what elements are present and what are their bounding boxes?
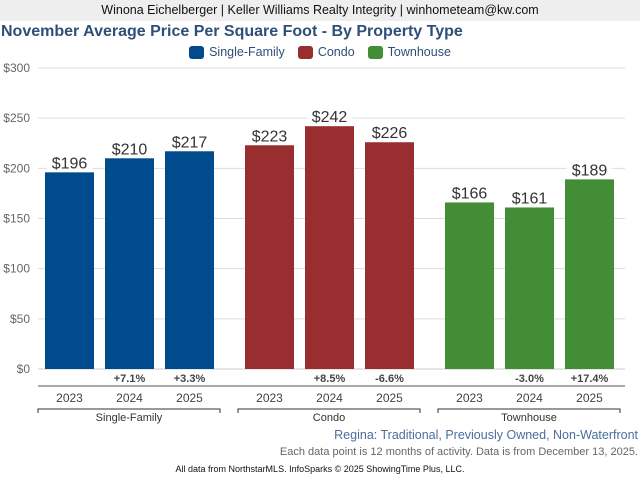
- value-label: $196: [52, 155, 88, 172]
- value-label-bg: [366, 122, 413, 142]
- value-label: $189: [572, 162, 608, 179]
- bar: [105, 158, 154, 369]
- value-label-bg: [506, 187, 553, 207]
- y-tick-label: $200: [3, 161, 30, 175]
- value-label: $223: [252, 128, 288, 145]
- x-tick-label: 2023: [456, 391, 483, 405]
- legend-swatch-townhouse: [367, 45, 383, 59]
- data-note: Each data point is 12 months of activity…: [279, 446, 638, 458]
- bar: [45, 172, 94, 369]
- value-label-bg: [46, 152, 93, 172]
- value-label: $226: [372, 125, 408, 142]
- bar: [305, 126, 354, 370]
- value-label: $217: [172, 134, 208, 151]
- value-label: $210: [112, 141, 148, 158]
- y-tick-label: $150: [3, 212, 30, 226]
- value-label-bg: [306, 106, 353, 126]
- chart-subtitle: Regina: Traditional, Previously Owned, N…: [334, 428, 638, 442]
- agent-header-bar: Winona Eichelberger | Keller Williams Re…: [0, 0, 640, 21]
- value-label-bg: [106, 138, 153, 158]
- pct-change-label: -3.0%: [515, 373, 544, 385]
- pct-change-label: +17.4%: [571, 373, 609, 385]
- legend-label: Townhouse: [387, 45, 451, 59]
- legend-swatch-condo: [297, 45, 313, 59]
- value-label-bg: [246, 125, 293, 145]
- group-bracket: [37, 408, 221, 413]
- x-tick-label: 2023: [256, 391, 283, 405]
- pct-change-label: +7.1%: [114, 373, 146, 385]
- pct-change-label: +3.3%: [174, 373, 206, 385]
- value-label-bg: [566, 159, 613, 179]
- pct-change-label: +8.5%: [314, 373, 346, 385]
- y-tick-label: $0: [17, 362, 31, 376]
- bar: [365, 142, 414, 369]
- legend-label: Condo: [317, 45, 355, 59]
- y-tick-label: $100: [3, 262, 30, 276]
- bar: [165, 151, 214, 369]
- group-bracket: [237, 408, 421, 413]
- group-label: Townhouse: [501, 412, 557, 424]
- footer-credit: All data from NorthstarMLS. InfoSparks ©…: [175, 464, 465, 474]
- value-label: $161: [512, 190, 548, 207]
- x-tick-label: 2024: [516, 391, 543, 405]
- bar: [505, 207, 554, 369]
- legend-item-townhouse[interactable]: Townhouse: [367, 45, 451, 59]
- value-label-bg: [446, 182, 493, 202]
- chart-title: November Average Price Per Square Foot -…: [1, 23, 463, 40]
- x-tick-label: 2025: [176, 391, 203, 405]
- y-tick-label: $250: [3, 111, 30, 125]
- legend-label: Single-Family: [209, 45, 285, 59]
- x-tick-label: 2025: [576, 391, 603, 405]
- group-bracket: [437, 408, 621, 413]
- value-label-bg: [166, 131, 213, 151]
- group-label: Single-Family: [96, 412, 163, 424]
- value-label: $242: [312, 109, 348, 126]
- bar: [245, 145, 294, 369]
- bar: [565, 179, 614, 369]
- y-tick-label: $50: [10, 312, 30, 326]
- x-tick-label: 2025: [376, 391, 403, 405]
- pct-change-label: -6.6%: [375, 373, 404, 385]
- x-tick-label: 2024: [116, 391, 143, 405]
- x-tick-label: 2023: [56, 391, 83, 405]
- x-tick-label: 2024: [316, 391, 343, 405]
- chart-legend: Single-Family Condo Townhouse: [0, 45, 640, 59]
- group-label: Condo: [313, 412, 345, 424]
- legend-swatch-single-family: [189, 45, 205, 59]
- value-label: $166: [452, 185, 488, 202]
- bar: [445, 202, 494, 369]
- legend-item-single-family[interactable]: Single-Family: [189, 45, 285, 59]
- legend-item-condo[interactable]: Condo: [297, 45, 355, 59]
- bar-chart: $0 $50 $100 $150 $200 $250 $300 $196 2023 $210 +7.…: [3, 61, 625, 424]
- y-tick-label: $300: [3, 61, 30, 75]
